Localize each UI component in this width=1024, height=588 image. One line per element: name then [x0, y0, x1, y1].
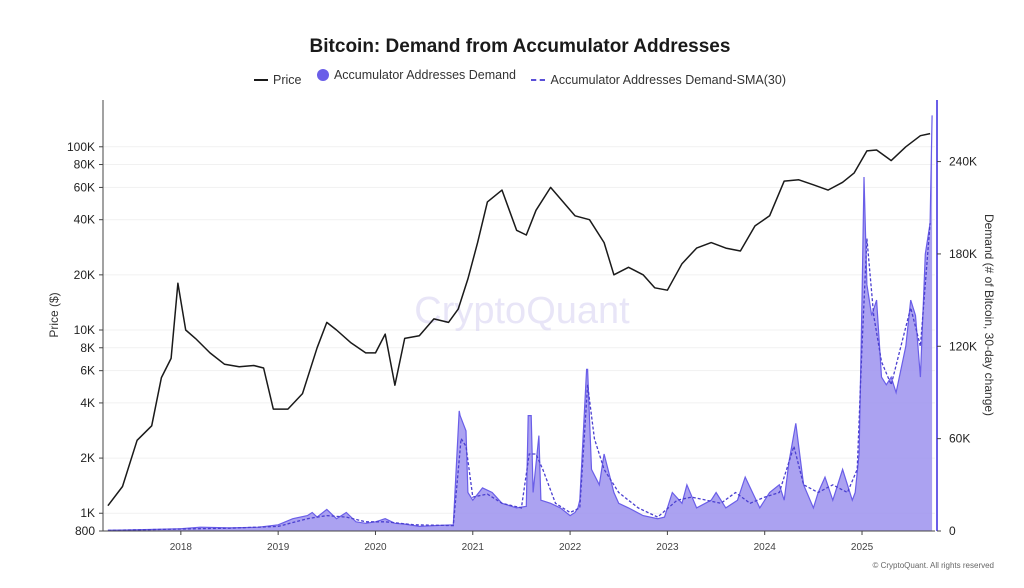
- legend-label-sma: Accumulator Addresses Demand-SMA(30): [550, 73, 786, 87]
- y-left-tick-label: 60K: [74, 180, 95, 194]
- sma-layer: [107, 223, 931, 532]
- y-left-tick-label: 8K: [80, 341, 95, 355]
- grid-layer: [103, 146, 935, 532]
- y-left-tick-label: 40K: [74, 213, 95, 227]
- y-right-tick-label: 180K: [949, 247, 977, 261]
- price-line-series: [107, 132, 931, 507]
- x-tick-label: 2023: [656, 542, 679, 553]
- y-right-tick-label: 0: [949, 524, 956, 538]
- y-left-tick-label: 800: [75, 524, 95, 538]
- y-left-tick-label: 10K: [74, 323, 95, 337]
- y-left-tick-label: 2K: [80, 451, 95, 465]
- demand-area-layer: [107, 115, 933, 532]
- x-tick-label: 2024: [754, 542, 777, 553]
- x-tick-label: 2025: [851, 542, 874, 553]
- y-left-tick-label: 80K: [74, 158, 95, 172]
- y-left-tick-label: 20K: [74, 268, 95, 282]
- y-axis-right-label: Demand (# of Bitcoin, 30-day change): [982, 214, 996, 416]
- legend-label-price: Price: [273, 73, 302, 87]
- legend-item-sma[interactable]: Accumulator Addresses Demand-SMA(30): [531, 73, 786, 87]
- y-right-tick-label: 60K: [949, 432, 970, 446]
- legend: Price Accumulator Addresses Demand Accum…: [0, 68, 1024, 87]
- price-layer: [107, 132, 931, 507]
- x-tick-label: 2022: [559, 542, 582, 553]
- legend-line-icon: [254, 79, 268, 81]
- demand-line-series: [107, 115, 933, 531]
- y-left-tick-label: 100K: [67, 140, 95, 154]
- sma-line-series: [107, 223, 931, 532]
- axes-layer: 800 1K 2K 4K 6K 8K 10K 20K 40K 60K 80K 100K 0 60K 120K…: [67, 100, 977, 553]
- y-left-tick-label: 6K: [80, 364, 95, 378]
- y-left-tick-label: 4K: [80, 396, 95, 410]
- watermark-text: CryptoQuant: [414, 290, 630, 332]
- x-tick-label: 2019: [267, 542, 290, 553]
- legend-item-price[interactable]: Price: [254, 73, 301, 87]
- legend-dash-icon: [531, 79, 546, 81]
- x-tick-label: 2021: [462, 542, 485, 553]
- y-axis-left-label: Price ($): [47, 292, 61, 337]
- y-right-tick-label: 120K: [949, 339, 977, 353]
- copyright-footer: © CryptoQuant. All rights reserved: [872, 561, 995, 570]
- chart-title: Bitcoin: Demand from Accumulator Address…: [309, 36, 731, 57]
- legend-dot-icon: [316, 69, 329, 81]
- y-left-tick-label: 1K: [80, 506, 95, 520]
- y-right-tick-label: 240K: [949, 155, 977, 169]
- legend-label-demand: Accumulator Addresses Demand: [333, 68, 516, 82]
- x-tick-label: 2020: [364, 542, 387, 553]
- x-tick-label: 2018: [170, 542, 193, 553]
- legend-item-demand[interactable]: Accumulator Addresses Demand: [316, 68, 516, 82]
